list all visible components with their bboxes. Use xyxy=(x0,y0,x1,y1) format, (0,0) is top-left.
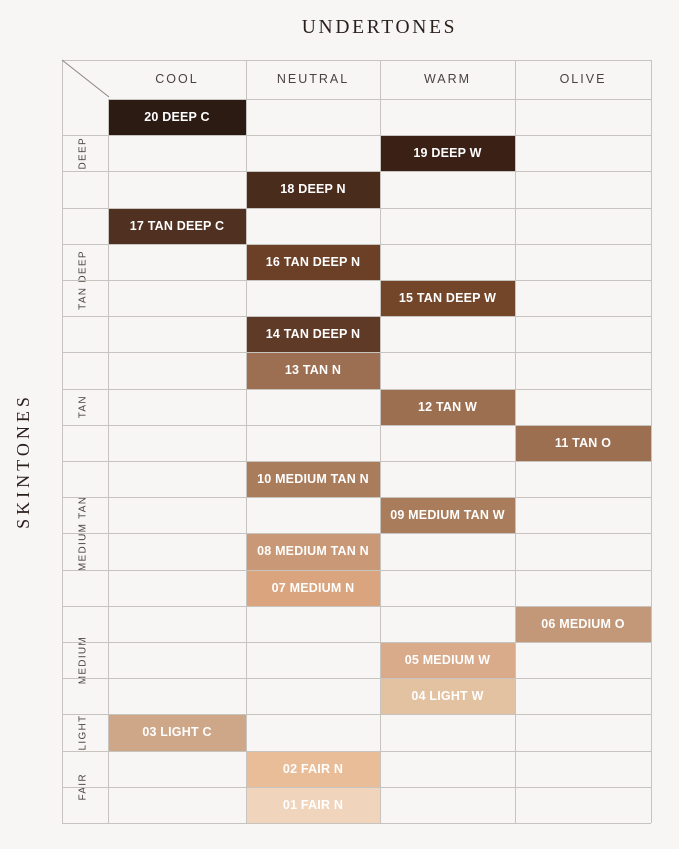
svg-text:SKINTONES: SKINTONES xyxy=(13,393,33,529)
svg-text:MEDIUM: MEDIUM xyxy=(78,636,89,684)
svg-text:DEEP: DEEP xyxy=(78,137,89,169)
svg-text:LIGHT: LIGHT xyxy=(78,715,89,751)
svg-text:TAN: TAN xyxy=(78,395,89,418)
